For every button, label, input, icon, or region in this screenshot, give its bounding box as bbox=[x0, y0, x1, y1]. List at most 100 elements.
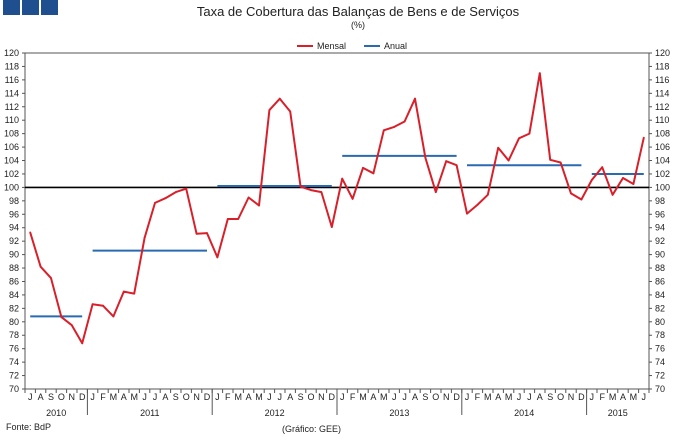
month-label: J bbox=[90, 392, 95, 402]
y-tick-label-left: 114 bbox=[5, 88, 19, 98]
mensal-point bbox=[549, 158, 552, 161]
mensal-point bbox=[39, 265, 42, 268]
y-tick-label-left: 120 bbox=[4, 48, 19, 58]
month-label: J bbox=[267, 392, 272, 402]
y-tick-label-right: 92 bbox=[655, 236, 665, 246]
mensal-point bbox=[601, 166, 604, 169]
chart-subtitle: (%) bbox=[351, 20, 365, 30]
month-label: J bbox=[402, 392, 407, 402]
month-label: M bbox=[359, 392, 367, 402]
plot-area bbox=[24, 52, 650, 390]
chart-legend: Mensal Anual bbox=[297, 41, 425, 51]
month-label: M bbox=[110, 392, 118, 402]
y-tick-label-right: 110 bbox=[655, 115, 669, 125]
y-tick-label-left: 82 bbox=[9, 303, 19, 313]
y-tick-label-left: 100 bbox=[4, 182, 19, 192]
y-tick-label-left: 108 bbox=[4, 129, 19, 139]
mensal-point bbox=[538, 72, 541, 75]
legend-swatch-mensal bbox=[297, 45, 313, 47]
month-label: J bbox=[517, 392, 522, 402]
mensal-point bbox=[174, 191, 177, 194]
month-label: F bbox=[100, 392, 106, 402]
mensal-point bbox=[559, 161, 562, 164]
legend-swatch-anual bbox=[364, 45, 381, 47]
mensal-point bbox=[393, 126, 396, 128]
month-label: O bbox=[307, 392, 314, 402]
mensal-point bbox=[102, 304, 104, 307]
y-tick-label-right: 74 bbox=[655, 357, 665, 367]
mensal-point bbox=[341, 177, 344, 180]
month-label: F bbox=[350, 392, 356, 402]
month-label: M bbox=[255, 392, 263, 402]
mensal-point bbox=[434, 191, 437, 194]
y-tick-label-right: 114 bbox=[655, 88, 669, 98]
y-tick-label-right: 84 bbox=[655, 290, 665, 300]
month-label: D bbox=[578, 392, 585, 402]
y-tick-label-right: 80 bbox=[655, 317, 665, 327]
y-tick-label-left: 70 bbox=[9, 384, 19, 394]
month-label: J bbox=[590, 392, 595, 402]
year-label: 2014 bbox=[514, 408, 534, 418]
month-label: M bbox=[630, 392, 638, 402]
month-label: J bbox=[340, 392, 345, 402]
mensal-point bbox=[570, 192, 572, 195]
y-tick-label-right: 82 bbox=[655, 303, 665, 313]
mensal-point bbox=[258, 204, 260, 207]
legend-item-mensal: Mensal bbox=[297, 41, 346, 51]
month-label: S bbox=[298, 392, 304, 402]
mensal-point bbox=[414, 97, 416, 100]
y-tick-label-right: 96 bbox=[655, 209, 665, 219]
month-label: J bbox=[465, 392, 470, 402]
logo-block-3 bbox=[41, 0, 58, 15]
y-tick-label-left: 74 bbox=[9, 357, 19, 367]
year-label: 2010 bbox=[46, 408, 66, 418]
mensal-point bbox=[476, 203, 479, 206]
y-tick-label-right: 108 bbox=[655, 129, 670, 139]
y-tick-label-right: 90 bbox=[655, 250, 665, 260]
month-label: M bbox=[234, 392, 242, 402]
mensal-point bbox=[289, 110, 292, 113]
month-label: A bbox=[287, 392, 293, 402]
mensal-point bbox=[268, 109, 271, 112]
month-label: M bbox=[130, 392, 138, 402]
y-tick-label-left: 102 bbox=[4, 169, 19, 179]
year-label: 2013 bbox=[389, 408, 409, 418]
y-tick-label-left: 110 bbox=[5, 115, 19, 125]
mensal-point bbox=[216, 256, 219, 259]
mensal-point bbox=[29, 231, 32, 234]
month-label: F bbox=[225, 392, 231, 402]
month-label: O bbox=[557, 392, 564, 402]
source-note: Fonte: BdP bbox=[6, 422, 52, 432]
month-label: A bbox=[495, 392, 501, 402]
month-label: J bbox=[142, 392, 147, 402]
month-label: A bbox=[162, 392, 168, 402]
y-tick-label-right: 106 bbox=[655, 142, 670, 152]
mensal-point bbox=[528, 132, 531, 135]
mensal-point bbox=[112, 315, 115, 318]
y-tick-label-right: 94 bbox=[655, 223, 665, 233]
month-label: J bbox=[153, 392, 158, 402]
mensal-point bbox=[278, 97, 281, 100]
mensal-point bbox=[424, 156, 427, 159]
mensal-point bbox=[237, 218, 240, 220]
month-label: J bbox=[215, 392, 220, 402]
mensal-point bbox=[403, 120, 406, 123]
month-label: M bbox=[505, 392, 513, 402]
mensal-point bbox=[164, 197, 167, 200]
month-label: S bbox=[173, 392, 179, 402]
month-label: A bbox=[370, 392, 376, 402]
y-tick-label-left: 118 bbox=[5, 61, 19, 71]
y-tick-label-left: 116 bbox=[5, 75, 19, 85]
month-label: M bbox=[380, 392, 388, 402]
month-label: A bbox=[412, 392, 418, 402]
chart-title: Taxa de Cobertura das Balanças de Bens e… bbox=[196, 4, 520, 19]
legend-label-anual: Anual bbox=[384, 41, 408, 51]
y-tick-label-right: 116 bbox=[655, 75, 669, 85]
mensal-point bbox=[382, 129, 385, 132]
y-tick-label-right: 70 bbox=[655, 384, 665, 394]
mensal-point bbox=[133, 292, 136, 295]
mensal-point bbox=[330, 226, 333, 228]
mensal-point bbox=[466, 212, 468, 215]
month-label: O bbox=[58, 392, 65, 402]
